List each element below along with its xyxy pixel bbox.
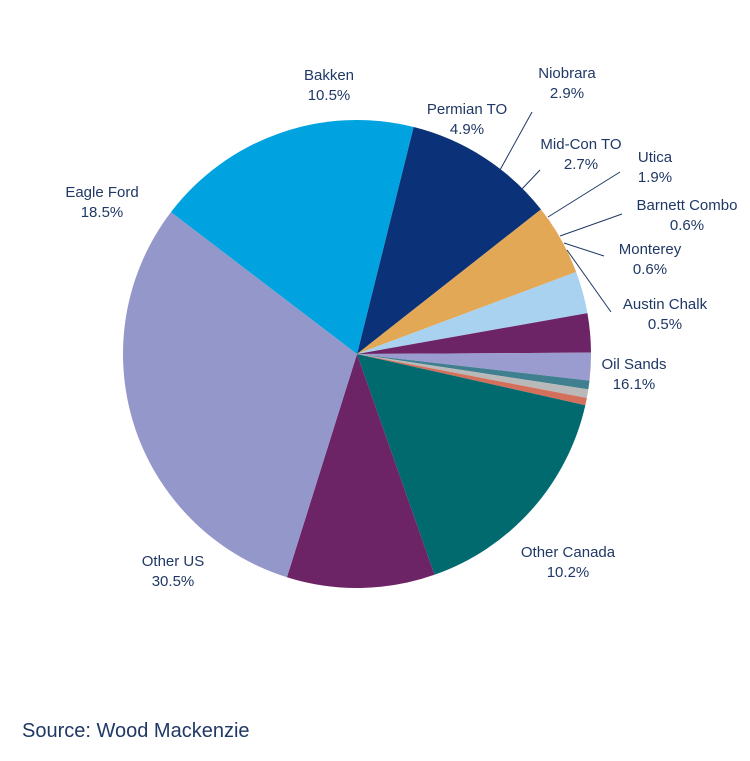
slice-label-other-us: Other US 30.5% xyxy=(142,553,205,590)
pie-slice-mid-con-to xyxy=(357,313,591,354)
pie-slice-oil-sands xyxy=(357,354,586,575)
slice-label-eagle-ford: Eagle Ford 18.5% xyxy=(65,184,138,221)
slice-label-utica: Utica 1.9% xyxy=(638,149,673,186)
leader-line xyxy=(520,169,541,191)
pie-slice-eagle-ford xyxy=(170,119,414,355)
pie-slice-other-us xyxy=(122,212,357,578)
slice-label-niobrara: Niobrara 2.9% xyxy=(538,65,596,102)
slice-label-barnett-combo: Barnett Combo 0.6% xyxy=(637,197,738,234)
slice-label-permian-to: Permian TO 4.9% xyxy=(427,101,507,138)
slice-label-other-canada: Other Canada 10.2% xyxy=(521,544,616,581)
slice-label-monterey: Monterey 0.6% xyxy=(619,241,682,278)
pie-slice-bakken xyxy=(357,126,541,354)
pie-slice-permian-to xyxy=(357,209,577,354)
pie-slice-niobrara xyxy=(357,272,588,354)
pie-slice-other-canada xyxy=(286,354,435,588)
slice-label-mid-con-to: Mid-Con TO 2.7% xyxy=(540,136,621,173)
leader-line xyxy=(563,242,605,257)
source-note: Source: Wood Mackenzie xyxy=(22,720,250,742)
leader-line xyxy=(559,213,623,237)
pie-slice-barnett-combo xyxy=(357,354,590,390)
leader-line xyxy=(499,111,533,171)
pie-slice-utica xyxy=(357,352,592,381)
pie-slice-monterey xyxy=(357,354,589,399)
leader-line xyxy=(547,171,621,218)
pie-slice-austin-chalk xyxy=(357,354,587,406)
leader-line xyxy=(566,249,612,313)
slice-label-austin-chalk: Austin Chalk 0.5% xyxy=(623,296,708,333)
slice-label-oil-sands: Oil Sands 16.1% xyxy=(601,356,666,393)
slice-label-bakken: Bakken 10.5% xyxy=(304,67,354,104)
